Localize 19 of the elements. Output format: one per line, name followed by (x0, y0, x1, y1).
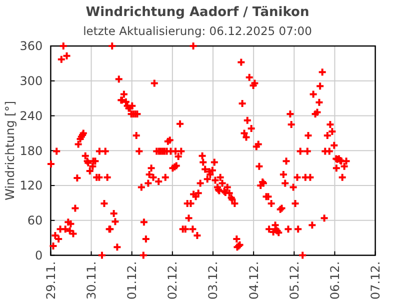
y-tick-label: 60 (27, 214, 43, 228)
x-tick-label: 29.11. (44, 261, 58, 300)
y-tick-label: 360 (20, 39, 43, 54)
chart-title: Windrichtung Aadorf / Tänikon (86, 5, 310, 20)
x-tick-label: 02.12. (166, 261, 180, 300)
x-tick-label: 03.12. (206, 261, 220, 300)
x-tick-label: 04.12. (246, 261, 261, 300)
y-tick-label: 180 (20, 144, 43, 158)
y-tick-label: 300 (20, 74, 43, 88)
y-tick-label: 240 (20, 108, 43, 123)
y-tick-label: 120 (20, 178, 43, 193)
chart-subtitle: letzte Aktualisierung: 06.12.2025 07:00 (83, 24, 312, 38)
x-tick-label: 01.12. (125, 261, 140, 300)
x-tick-label: 06.12. (328, 261, 342, 300)
y-axis-title: Windrichtung [°] (3, 100, 17, 200)
x-tick-label: 30.11. (84, 261, 98, 300)
x-tick-label: 07.12. (368, 261, 382, 300)
y-tick-label: 0 (35, 248, 43, 262)
x-tick-label: 05.12. (287, 261, 302, 300)
